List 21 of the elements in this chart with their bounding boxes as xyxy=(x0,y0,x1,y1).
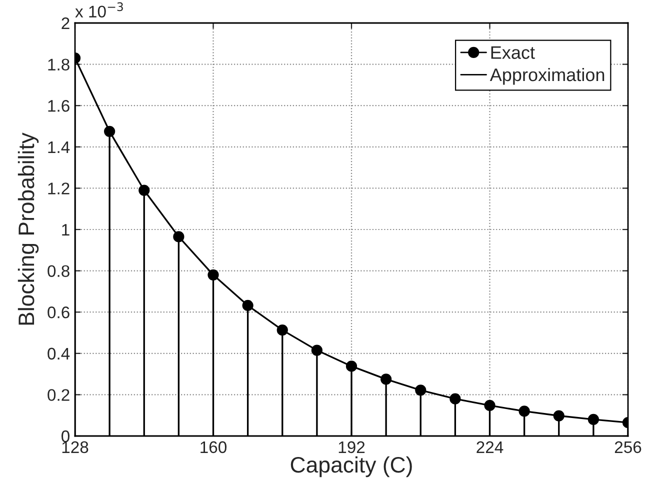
y-tick-label: 2 xyxy=(62,17,70,30)
text: x 10$^{−3}$ xyxy=(75,2,123,18)
legend-label: Exact xyxy=(491,46,535,59)
y-tick-label: 1.8 xyxy=(48,58,70,71)
y-axis-title: Blocking Probability xyxy=(18,132,39,325)
y-tick-label: 0 xyxy=(62,430,70,442)
y-tick-label: 0.6 xyxy=(48,306,70,318)
y-tick-label: 0.8 xyxy=(48,265,70,278)
x-tick-label: 160 xyxy=(200,441,227,454)
y-tick-label: 0.2 xyxy=(48,389,70,401)
y-tick-label: 1 xyxy=(62,224,70,236)
y-tick-label: 1.2 xyxy=(48,182,70,194)
y-tick-label: 0.4 xyxy=(48,348,70,360)
y-tick-label: 1.4 xyxy=(48,141,70,153)
x-axis-title: Capacity (C) xyxy=(290,456,412,478)
y-tick-label: 1.6 xyxy=(48,100,70,112)
x-tick-label: 256 xyxy=(614,441,642,454)
legend-label: Approximation xyxy=(490,68,604,85)
x-tick-label: 128 xyxy=(62,441,88,454)
x-tick-label: 192 xyxy=(338,441,365,454)
x-tick-label: 224 xyxy=(476,441,504,453)
